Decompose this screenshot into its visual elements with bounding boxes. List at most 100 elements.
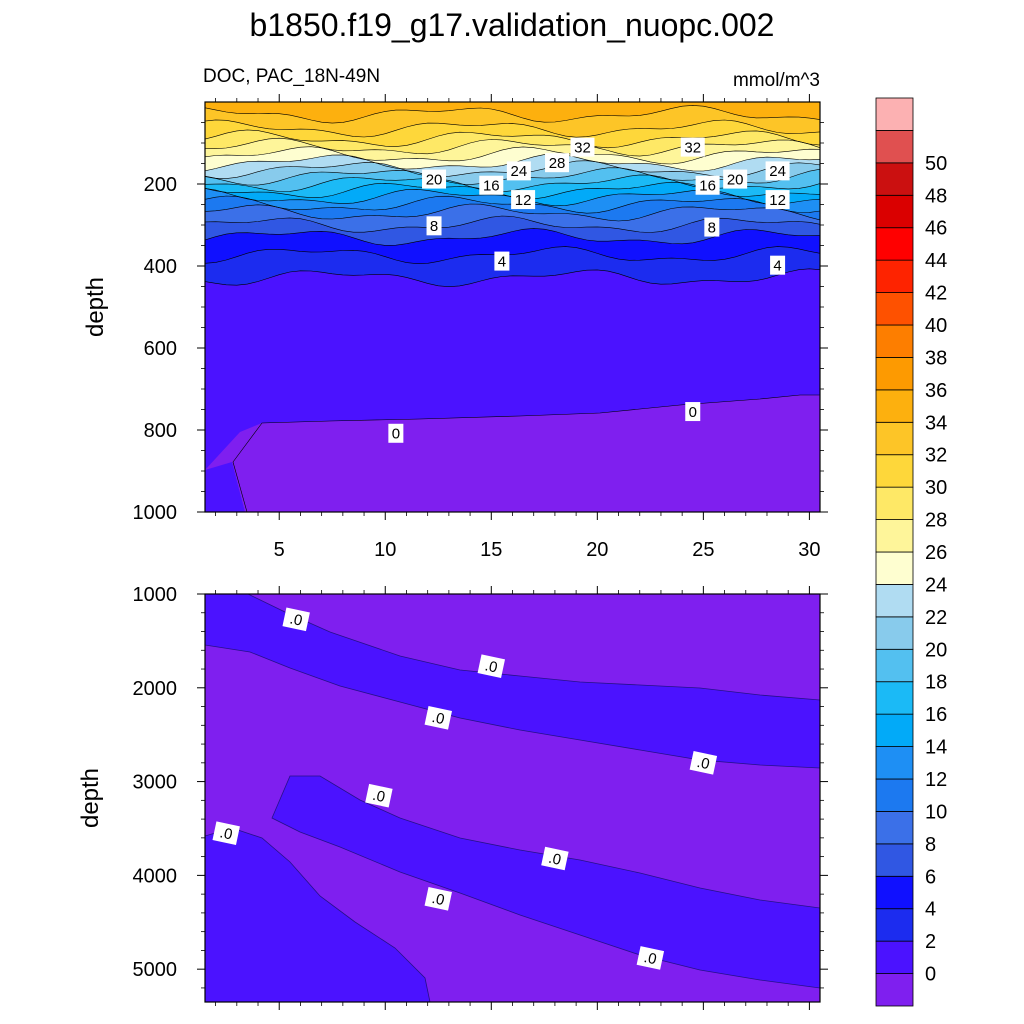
contour-label-text: .0 bbox=[695, 754, 711, 773]
contour-label-text: 12 bbox=[769, 192, 786, 209]
colorbar-swatch bbox=[875, 551, 914, 585]
colorbar: 5048464442403836343230282624222018161412… bbox=[875, 97, 947, 1007]
contour-label-text: 16 bbox=[699, 177, 716, 194]
contour-label-text: .0 bbox=[430, 890, 446, 909]
lower-panel: 1000 2000 3000 4000 5000 .0 .0 .0 .0 .0 .0 .0 .0.0 … bbox=[77, 584, 828, 1003]
contour-line-4 bbox=[205, 246, 820, 265]
upper-contour-labels: 32 32 28 24 24 20 20 16 16 12 12 8 8 4 4 0 0 bbox=[388, 137, 790, 443]
contour-label: 16 bbox=[479, 175, 504, 195]
contour-label: .0 bbox=[365, 783, 393, 808]
contour-label-text: .0 bbox=[218, 824, 234, 843]
x-tick-label: 25 bbox=[692, 539, 714, 561]
colorbar-swatch bbox=[875, 162, 914, 196]
contour-label-box bbox=[723, 169, 748, 189]
chart-subtitle-variable: DOC, PAC_18N-49N bbox=[203, 66, 380, 87]
y-tick-label: 5000 bbox=[133, 959, 178, 981]
colorbar-swatch bbox=[875, 778, 914, 812]
contour-line-0 bbox=[232, 394, 820, 512]
contour-label-text: 32 bbox=[574, 139, 591, 156]
contour-label-text: 16 bbox=[483, 177, 500, 194]
contour-label-text: .0 bbox=[642, 949, 658, 968]
contour-label-text: 32 bbox=[684, 139, 701, 156]
contour-label-text: .0 bbox=[483, 657, 499, 676]
colorbar-label: 44 bbox=[925, 250, 947, 272]
upper-y-axis-label: depth bbox=[82, 277, 109, 337]
contour-label-box bbox=[424, 887, 452, 911]
colorbar-swatch bbox=[875, 908, 914, 942]
lower-band-upper bbox=[205, 594, 820, 769]
colorbar-label: 50 bbox=[925, 153, 947, 175]
colorbar-swatch bbox=[875, 973, 914, 1007]
chart-title: b1850.f19_g17.validation_nuopc.002 bbox=[250, 7, 775, 43]
contour-label-box bbox=[426, 216, 442, 236]
colorbar-label: 30 bbox=[925, 477, 947, 499]
colorbar-label: 0 bbox=[925, 964, 936, 986]
colorbar-swatch bbox=[875, 324, 914, 358]
contour-label: 28 bbox=[545, 153, 570, 173]
contour-label-text: 0 bbox=[689, 404, 697, 421]
colorbar-swatch bbox=[875, 227, 914, 261]
contour-label-box bbox=[689, 751, 718, 775]
contour-label-text: 28 bbox=[549, 155, 566, 172]
colorbar-label: 38 bbox=[925, 347, 947, 369]
contour-label: .0 bbox=[636, 946, 665, 970]
contour-label-box bbox=[570, 137, 595, 157]
contour-label: .0 bbox=[477, 654, 506, 679]
y-tick-label: 4000 bbox=[133, 865, 178, 887]
colorbar-label: 42 bbox=[925, 283, 947, 305]
colorbar-swatch bbox=[875, 130, 914, 164]
y-tick-label: 1000 bbox=[133, 584, 178, 606]
contour-label-box bbox=[765, 161, 790, 181]
x-tick-label: 15 bbox=[480, 539, 502, 561]
contour-label-text: 4 bbox=[498, 253, 506, 270]
colorbar-swatch bbox=[875, 259, 914, 293]
contour-label-text: .0 bbox=[288, 610, 304, 629]
colorbar-label: 16 bbox=[925, 704, 947, 726]
colorbar-swatch bbox=[875, 519, 914, 553]
contour-label-text: 20 bbox=[727, 171, 744, 188]
contour-label-box bbox=[704, 217, 720, 237]
colorbar-label: 32 bbox=[925, 445, 947, 467]
lower-contour-fill bbox=[205, 594, 820, 1002]
x-tick-label: 20 bbox=[586, 539, 608, 561]
contour-label: 32 bbox=[680, 137, 705, 157]
colorbar-label: 8 bbox=[925, 834, 936, 856]
contour-label-box bbox=[680, 137, 705, 157]
contour-label-box bbox=[765, 190, 790, 210]
contour-label-box bbox=[388, 423, 404, 443]
contour-label: 8 bbox=[426, 216, 442, 236]
contour-line-26 bbox=[205, 146, 820, 165]
y-tick-label: 600 bbox=[144, 338, 177, 360]
contour-label: .0 bbox=[689, 751, 718, 775]
contour-label: 16 bbox=[695, 175, 720, 195]
colorbar-label: 34 bbox=[925, 412, 947, 434]
colorbar-label: 4 bbox=[925, 899, 936, 921]
contour-label-box bbox=[636, 946, 665, 970]
contour-label-box bbox=[422, 169, 447, 189]
contour-label: 0 bbox=[388, 423, 404, 443]
contour-label-text: .0 bbox=[547, 850, 563, 869]
colorbar-label: 10 bbox=[925, 801, 947, 823]
upper-contour-fill bbox=[205, 102, 820, 512]
colorbar-swatch bbox=[875, 713, 914, 747]
y-tick-label: 2000 bbox=[133, 678, 178, 700]
lower-axes: 1000 2000 3000 4000 5000 bbox=[133, 584, 828, 989]
contour-label: 12 bbox=[511, 190, 536, 210]
colorbar-label: 36 bbox=[925, 380, 947, 402]
colorbar-swatch bbox=[875, 194, 914, 229]
colorbar-swatch bbox=[875, 746, 914, 780]
colorbar-label: 6 bbox=[925, 866, 936, 888]
contour-label-text: 24 bbox=[511, 163, 528, 180]
contour-line-28 bbox=[205, 137, 820, 157]
x-tick-label: 10 bbox=[374, 539, 396, 561]
contour-label-text: .0 bbox=[430, 709, 446, 728]
colorbar-swatch bbox=[875, 875, 914, 910]
contour-label: 20 bbox=[723, 169, 748, 189]
colorbar-swatch bbox=[875, 940, 914, 974]
colorbar-swatch bbox=[875, 681, 914, 715]
contour-label-text: 8 bbox=[430, 218, 438, 235]
colorbar-label: 22 bbox=[925, 607, 947, 629]
contour-label-text: 0 bbox=[392, 426, 400, 443]
